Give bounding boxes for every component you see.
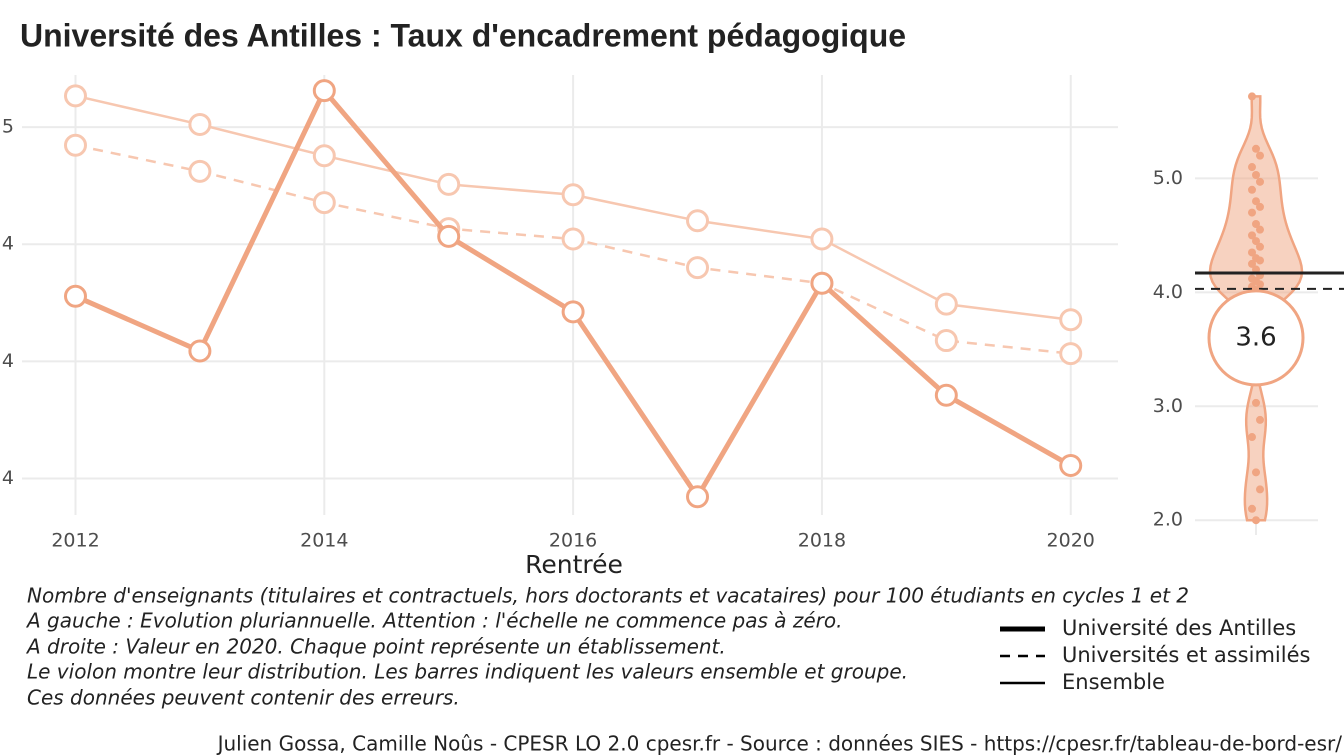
y-tick-label: 2.0 [1153, 509, 1183, 531]
point [1252, 516, 1260, 525]
legend-label: Universités et assimilés [1062, 643, 1310, 667]
point [437, 172, 461, 196]
point [1256, 280, 1264, 289]
point [1252, 237, 1260, 246]
x-axis-label: Rentrée [525, 550, 623, 579]
point [1256, 177, 1264, 186]
note: Nombre d'enseignants (titulaires et cont… [27, 584, 1189, 608]
point [1252, 171, 1260, 179]
point [63, 84, 87, 108]
point [1252, 468, 1260, 477]
y-tick-label: 5 [2, 116, 14, 138]
point [1059, 342, 1083, 366]
y-tick-label: 4 [2, 467, 14, 489]
point [1248, 208, 1256, 217]
point [1252, 398, 1260, 407]
point [561, 183, 585, 207]
caption: Julien Gossa, Camille Noûs - CPESR LO 2.… [216, 732, 1343, 756]
point [312, 79, 336, 103]
point [934, 383, 958, 407]
point [810, 227, 834, 251]
point [686, 209, 710, 233]
point [561, 227, 585, 251]
point [1248, 163, 1256, 172]
point [1256, 151, 1264, 160]
point [1248, 248, 1256, 257]
x-tick-label: 2020 [1047, 530, 1095, 552]
x-tick-label: 2016 [549, 530, 597, 552]
point [1256, 242, 1264, 251]
point [63, 284, 87, 308]
y-tick-label: 4 [2, 350, 14, 372]
point [686, 256, 710, 280]
point [561, 300, 585, 324]
legend-label: Université des Antilles [1062, 616, 1296, 640]
point [934, 329, 958, 353]
point [1256, 202, 1264, 211]
point [1248, 433, 1256, 442]
x-tick-label: 2014 [300, 530, 348, 552]
y-tick-label: 4 [2, 233, 14, 255]
chart-title: Université des Antilles : Taux d'encadre… [20, 17, 906, 53]
y-tick-label: 4.0 [1153, 281, 1183, 303]
point [188, 159, 212, 183]
point [1256, 256, 1264, 265]
point [188, 112, 212, 136]
highlight-marker [1207, 289, 1305, 387]
point [1252, 144, 1260, 153]
point [1248, 92, 1256, 101]
point [1252, 219, 1260, 228]
point [1256, 485, 1264, 494]
point [1059, 454, 1083, 478]
note: A droite : Valeur en 2020. Chaque point … [25, 635, 726, 659]
point [1248, 259, 1256, 268]
point [1256, 415, 1264, 424]
point [1059, 308, 1083, 332]
point [437, 224, 461, 248]
note: A gauche : Evolution pluriannuelle. Atte… [25, 609, 843, 633]
point [1252, 197, 1260, 206]
point [1256, 225, 1264, 234]
x-tick-label: 2012 [51, 530, 99, 552]
y-tick-label: 5.0 [1153, 167, 1183, 189]
highlight-label: 3.6 [1235, 322, 1276, 352]
y-tick-label: 3.0 [1153, 395, 1183, 417]
note: Ces données peuvent contenir des erreurs… [27, 686, 460, 710]
point [1248, 231, 1256, 240]
point [63, 133, 87, 157]
point [312, 144, 336, 168]
note: Le violon montre leur distribution. Les … [27, 660, 908, 684]
x-tick-label: 2018 [798, 530, 846, 552]
point [312, 191, 336, 215]
point [934, 292, 958, 316]
point [686, 485, 710, 509]
legend-label: Ensemble [1062, 670, 1165, 694]
point [1248, 504, 1256, 513]
point [810, 271, 834, 295]
point [188, 339, 212, 363]
point [1248, 185, 1256, 194]
